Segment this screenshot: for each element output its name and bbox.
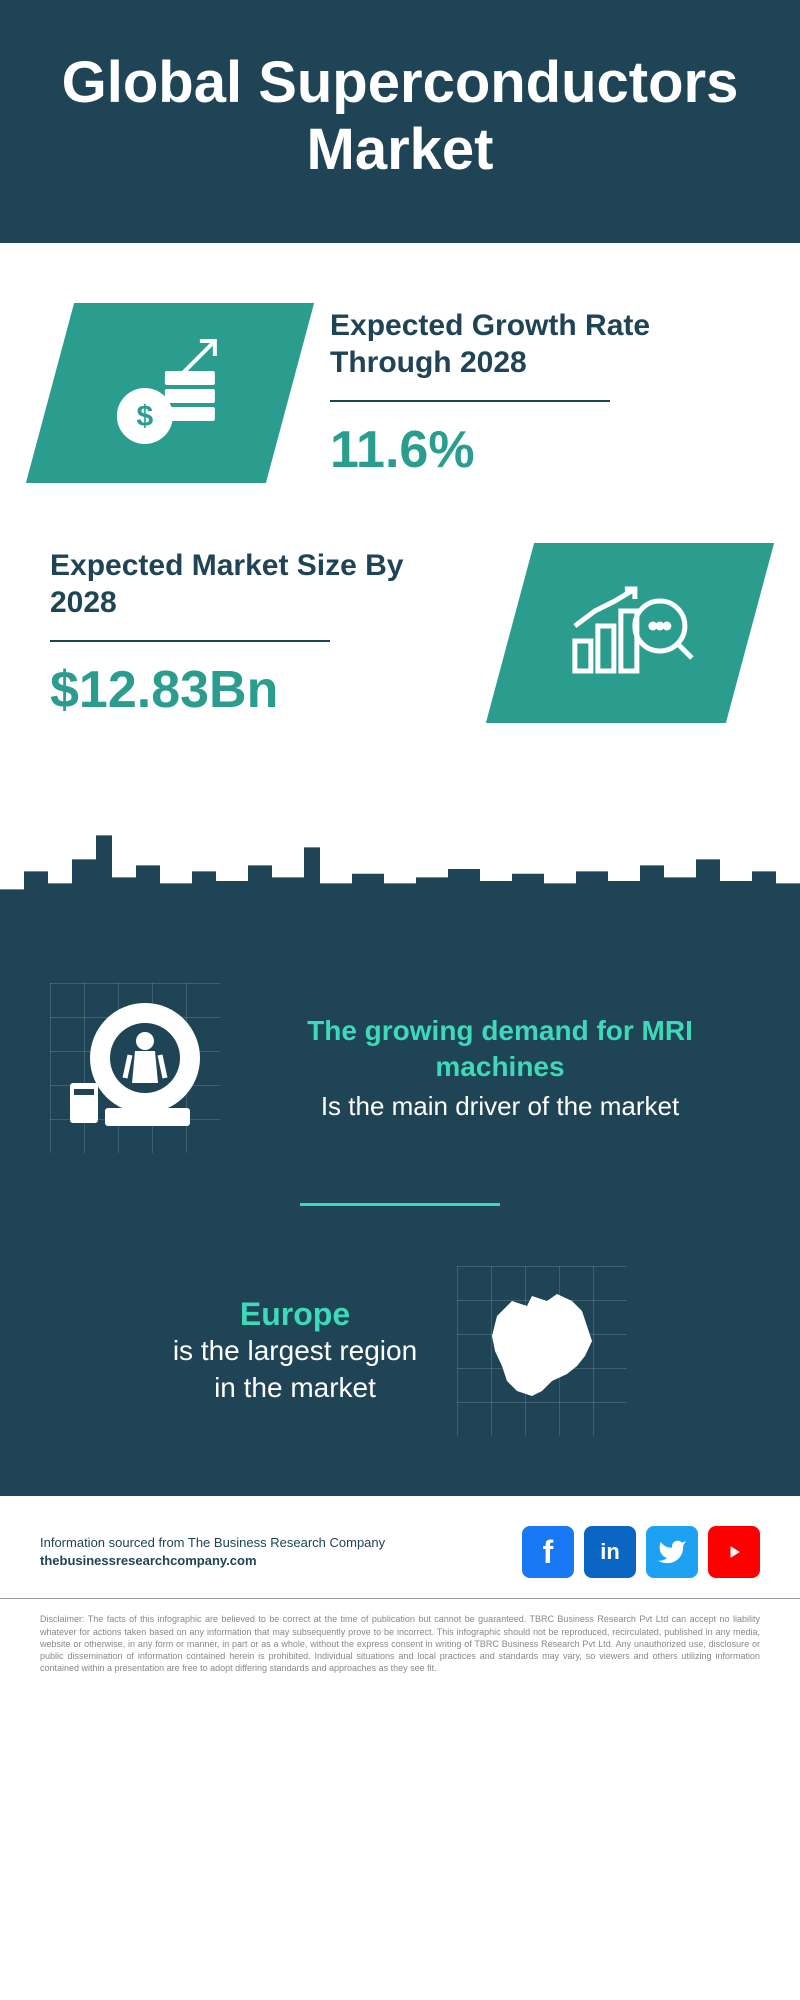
driver-block: The growing demand for MRI machines Is t…	[50, 983, 750, 1153]
market-value: $12.83Bn	[50, 660, 470, 720]
divider	[50, 640, 330, 642]
mri-icon-box	[50, 983, 220, 1153]
facebook-icon[interactable]: f	[522, 1526, 574, 1578]
chart-search-icon	[560, 571, 700, 691]
market-label: Expected Market Size By 2028	[50, 547, 470, 622]
twitter-icon[interactable]	[646, 1526, 698, 1578]
region-sub-1: is the largest region	[173, 1333, 417, 1369]
region-text: Europe is the largest region in the mark…	[173, 1296, 417, 1406]
header: Global Superconductors Market	[0, 0, 800, 243]
growth-value: 11.6%	[330, 420, 750, 480]
region-sub-2: in the market	[173, 1370, 417, 1406]
driver-text: The growing demand for MRI machines Is t…	[250, 1013, 750, 1124]
growth-label: Expected Growth Rate Through 2028	[330, 307, 750, 382]
europe-map-icon	[457, 1266, 627, 1436]
region-highlight: Europe	[173, 1296, 417, 1333]
insights-section: The growing demand for MRI machines Is t…	[0, 943, 800, 1496]
market-size-stat: Expected Market Size By 2028 $12.83Bn	[50, 543, 750, 723]
social-icons: f in	[522, 1526, 760, 1578]
growth-text: Expected Growth Rate Through 2028 11.6%	[330, 307, 750, 480]
source-line-1: Information sourced from The Business Re…	[40, 1534, 385, 1552]
disclaimer: Disclaimer: The facts of this infographi…	[0, 1599, 800, 1704]
city-skyline	[0, 823, 800, 943]
page-title: Global Superconductors Market	[40, 50, 760, 183]
svg-text:$: $	[137, 400, 154, 433]
section-divider	[300, 1203, 500, 1206]
growth-icon-box: $	[26, 303, 314, 483]
stats-section: $ Expected Growth Rate Through 2028 11.6…	[0, 243, 800, 823]
linkedin-icon[interactable]: in	[584, 1526, 636, 1578]
source-line-2: thebusinessresearchcompany.com	[40, 1552, 385, 1570]
region-block: Europe is the largest region in the mark…	[50, 1266, 750, 1436]
market-text: Expected Market Size By 2028 $12.83Bn	[50, 547, 470, 720]
footer: Information sourced from The Business Re…	[0, 1496, 800, 1599]
youtube-icon[interactable]	[708, 1526, 760, 1578]
driver-sub: Is the main driver of the market	[250, 1090, 750, 1124]
money-growth-icon: $	[105, 331, 235, 451]
mri-icon	[50, 983, 220, 1153]
market-icon-box	[486, 543, 774, 723]
driver-highlight: The growing demand for MRI machines	[250, 1013, 750, 1086]
growth-rate-stat: $ Expected Growth Rate Through 2028 11.6…	[50, 303, 750, 483]
map-box	[457, 1266, 627, 1436]
divider	[330, 400, 610, 402]
footer-source: Information sourced from The Business Re…	[40, 1534, 385, 1570]
